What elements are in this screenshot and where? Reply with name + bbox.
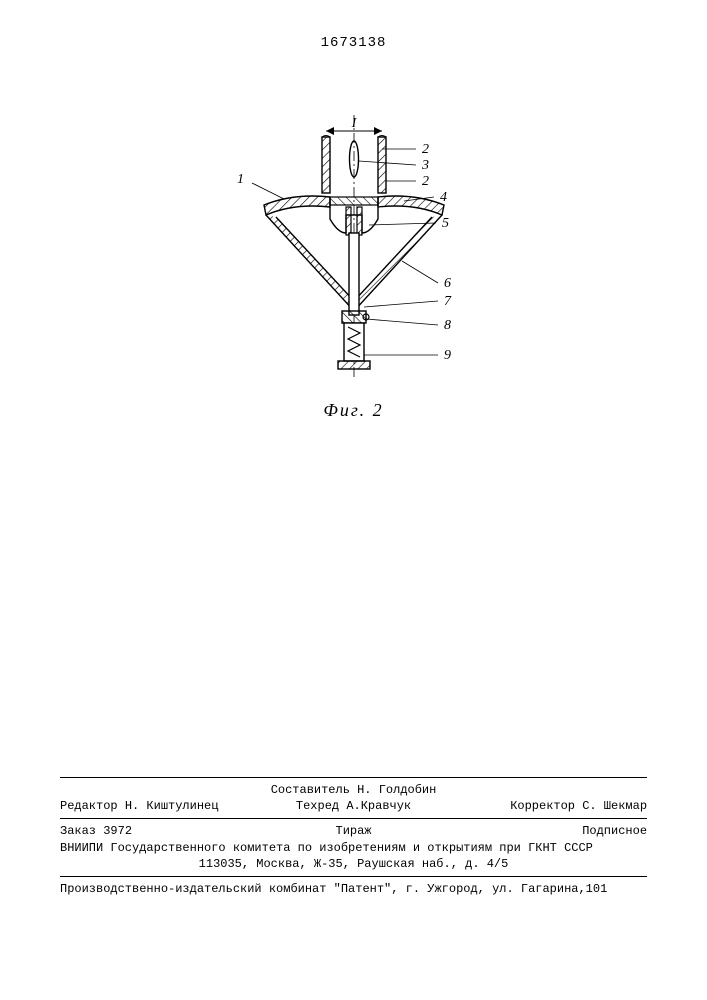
callout-8: 8 <box>444 318 451 333</box>
order-number: 3972 <box>103 824 132 838</box>
compiler-label: Составитель <box>271 783 350 797</box>
order-label: Заказ <box>60 824 96 838</box>
print-line: Производственно-издательский комбинат "П… <box>60 881 647 897</box>
techred-name: А.Кравчук <box>346 799 411 813</box>
address-line: 113035, Москва, Ж-35, Раушская наб., д. … <box>60 856 647 872</box>
callout-2: 2 <box>422 142 429 157</box>
section-marker: I <box>350 116 357 131</box>
callout-6: 6 <box>444 276 451 291</box>
figure: I <box>0 115 707 400</box>
figure-caption: Фиг. 2 <box>0 400 707 421</box>
vniipi-line: ВНИИПИ Государственного комитета по изоб… <box>60 840 647 856</box>
callout-1: 1 <box>237 172 244 187</box>
editor-label: Редактор <box>60 799 118 813</box>
tirazh-label: Тираж <box>336 824 372 838</box>
editor-name: Н. Киштулинец <box>125 799 219 813</box>
corrector-name: С. Шекмар <box>582 799 647 813</box>
techred-label: Техред <box>296 799 339 813</box>
corrector-label: Корректор <box>510 799 575 813</box>
callout-2b: 2 <box>422 174 429 189</box>
footer-block: Составитель Н. Голдобин Редактор Н. Кишт… <box>60 773 647 897</box>
callout-4: 4 <box>440 190 447 205</box>
podpisnoe-label: Подписное <box>582 824 647 838</box>
callout-7: 7 <box>444 294 452 309</box>
callout-3: 3 <box>421 158 429 173</box>
callout-9: 9 <box>444 348 451 363</box>
callout-5: 5 <box>442 216 449 231</box>
compiler-name: Н. Голдобин <box>357 783 436 797</box>
patent-number: 1673138 <box>0 35 707 51</box>
